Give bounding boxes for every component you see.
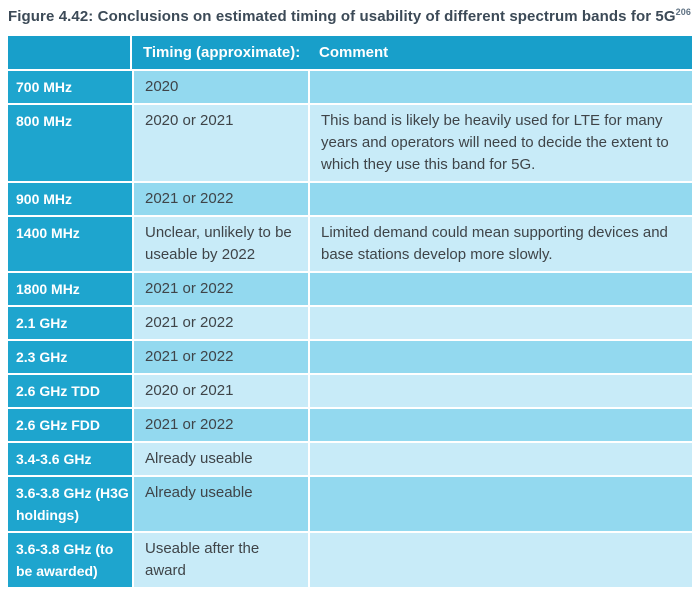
timing-cell: 2020 or 2021 — [134, 375, 308, 407]
comment-cell — [310, 375, 692, 407]
comment-cell — [310, 341, 692, 373]
header-comment-cell: Comment — [308, 36, 692, 69]
band-cell: 900 MHz — [8, 183, 132, 215]
band-cell: 1800 MHz — [8, 273, 132, 305]
table-row-1: 700 MHz 2020 — [8, 71, 692, 103]
figure-title-text: Figure 4.42: Conclusions on estimated ti… — [8, 8, 676, 25]
band-cell: 2.6 GHz TDD — [8, 375, 132, 407]
band-cell: 3.6-3.8 GHz (to be awarded) — [8, 533, 132, 587]
column-header-comment: Comment — [319, 44, 389, 61]
table-row-10: 3.4-3.6 GHz Already useable — [8, 443, 692, 475]
footnote-reference: 206 — [675, 7, 691, 17]
spectrum-timing-table: Timing (approximate): Comment 700 MHz 20… — [8, 36, 692, 587]
comment-cell — [310, 443, 692, 475]
table-row-3: 900 MHz 2021 or 2022 — [8, 183, 692, 215]
comment-cell — [310, 533, 692, 587]
timing-cell: Unclear, unlikely to be useable by 2022 — [134, 217, 308, 271]
band-cell: 2.3 GHz — [8, 341, 132, 373]
timing-cell: Already useable — [134, 443, 308, 475]
comment-cell: Limited demand could mean supporting dev… — [310, 217, 692, 271]
band-cell: 800 MHz — [8, 105, 132, 181]
comment-cell — [310, 183, 692, 215]
band-cell: 1400 MHz — [8, 217, 132, 271]
band-cell: 700 MHz — [8, 71, 132, 103]
timing-cell: Already useable — [134, 477, 308, 531]
timing-cell: 2020 — [134, 71, 308, 103]
timing-cell: 2021 or 2022 — [134, 341, 308, 373]
table-row-5: 1800 MHz 2021 or 2022 — [8, 273, 692, 305]
table-row-7: 2.3 GHz 2021 or 2022 — [8, 341, 692, 373]
timing-cell: 2021 or 2022 — [134, 273, 308, 305]
band-cell: 2.6 GHz FDD — [8, 409, 132, 441]
timing-cell: 2020 or 2021 — [134, 105, 308, 181]
comment-cell: This band is likely be heavily used for … — [310, 105, 692, 181]
table-row-11: 3.6-3.8 GHz (H3G holdings) Already useab… — [8, 477, 692, 531]
timing-cell: 2021 or 2022 — [134, 409, 308, 441]
timing-cell: Useable after the award — [134, 533, 308, 587]
figure-title: Figure 4.42: Conclusions on estimated ti… — [8, 7, 692, 27]
band-cell: 2.1 GHz — [8, 307, 132, 339]
comment-cell — [310, 307, 692, 339]
table-row-9: 2.6 GHz FDD 2021 or 2022 — [8, 409, 692, 441]
comment-cell — [310, 273, 692, 305]
timing-cell: 2021 or 2022 — [134, 307, 308, 339]
header-band-cell — [8, 36, 132, 69]
table-header-row: Timing (approximate): Comment — [8, 36, 692, 69]
table-row-8: 2.6 GHz TDD 2020 or 2021 — [8, 375, 692, 407]
column-header-timing: Timing (approximate): — [143, 44, 301, 61]
table-row-2: 800 MHz 2020 or 2021 This band is likely… — [8, 105, 692, 181]
comment-cell — [310, 477, 692, 531]
comment-cell — [310, 409, 692, 441]
timing-cell: 2021 or 2022 — [134, 183, 308, 215]
header-timing-cell: Timing (approximate): — [132, 36, 308, 69]
table-row-6: 2.1 GHz 2021 or 2022 — [8, 307, 692, 339]
table-row-4: 1400 MHz Unclear, unlikely to be useable… — [8, 217, 692, 271]
band-cell: 3.6-3.8 GHz (H3G holdings) — [8, 477, 132, 531]
comment-cell — [310, 71, 692, 103]
band-cell: 3.4-3.6 GHz — [8, 443, 132, 475]
table-row-12: 3.6-3.8 GHz (to be awarded) Useable afte… — [8, 533, 692, 587]
